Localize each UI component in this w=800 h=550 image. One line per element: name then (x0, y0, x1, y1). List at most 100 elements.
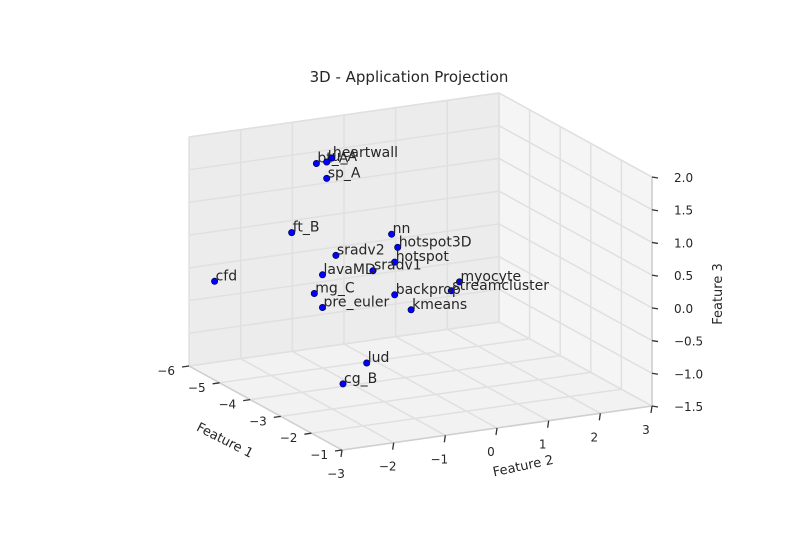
z-tick (651, 274, 659, 277)
z-tick (651, 307, 659, 310)
z-tick-label: −1.5 (674, 400, 703, 414)
point-label: mg_C (315, 281, 355, 297)
x-tick (181, 365, 190, 368)
pane-edge (188, 92, 500, 138)
z-tick-label: 0.5 (674, 269, 693, 283)
point-label: sradv2 (337, 242, 385, 258)
grid-lines (188, 92, 653, 451)
y-grid-line (240, 358, 395, 444)
data-point (318, 271, 326, 279)
x-tick (212, 382, 220, 385)
x-tick (334, 449, 343, 452)
data-points: bt_Alu_Aheartwallsp_Aft_Bnnhotspot3Dsrad… (211, 145, 549, 388)
z-tick-label: 1.5 (674, 204, 693, 218)
y-tick (547, 420, 550, 428)
point-label: heartwall (333, 145, 398, 161)
data-point (394, 243, 402, 251)
z-tick-label: −1.0 (674, 367, 703, 381)
point-label: kmeans (412, 297, 467, 313)
x-tick (304, 432, 312, 435)
z-tick (651, 241, 659, 245)
data-point (447, 287, 455, 295)
data-point (339, 380, 347, 388)
z-grid-line (498, 255, 653, 342)
x-tick (273, 415, 281, 419)
data-point (407, 306, 415, 314)
y-tick (392, 442, 395, 450)
data-point (310, 289, 318, 297)
point-label: pre_euler (324, 295, 390, 311)
point-label: hotspot (396, 249, 450, 265)
chart-title: 3D - Application Projection (310, 68, 509, 86)
z-grid-line (188, 255, 500, 302)
y-tick (495, 427, 498, 436)
pane-edge (498, 92, 653, 178)
point-label: streamcluster (452, 278, 549, 294)
z-grid-line (188, 288, 500, 335)
point-label: ft_B (293, 220, 320, 236)
point-label: lud (368, 350, 390, 366)
x-tick-label: −3 (249, 414, 267, 428)
z-grid-line (498, 157, 653, 244)
z-grid-line (188, 321, 500, 367)
y-tick-label: 0 (487, 445, 495, 459)
z-grid-line (498, 190, 653, 276)
y-tick (650, 405, 653, 414)
x-tick-label: −6 (157, 364, 175, 378)
x-axis-line (188, 365, 343, 451)
y-tick-label: 1 (539, 438, 547, 452)
x-tick-label: −5 (188, 381, 206, 395)
z-grid-line (498, 125, 653, 211)
y-tick-label: 2 (591, 430, 599, 444)
z-grid-line (188, 157, 500, 204)
data-point (318, 303, 326, 311)
x-tick-label: −4 (218, 398, 236, 412)
y-tick-label: −1 (430, 452, 448, 466)
data-point (363, 359, 371, 367)
point-label: lu_A (328, 149, 358, 165)
data-point (388, 230, 396, 238)
data-point (369, 267, 377, 275)
y-axis-label: Feature 2 (492, 453, 555, 480)
data-point (323, 158, 331, 166)
z-tick-label: −0.5 (674, 335, 703, 349)
z-tick-label: 1.0 (674, 236, 693, 250)
point-label: hotspot3D (399, 234, 472, 250)
data-point (332, 251, 340, 259)
data-point (312, 160, 320, 168)
z-tick-label: 2.0 (674, 171, 693, 185)
z-tick (651, 176, 659, 179)
x-axis-label: Feature 1 (194, 420, 256, 461)
y-grid-line (291, 350, 446, 436)
z-grid-line (188, 223, 500, 269)
point-label: sp_A (328, 165, 361, 181)
z-grid-line (188, 124, 500, 171)
z-tick (651, 339, 659, 343)
data-point (211, 277, 219, 285)
data-point (328, 154, 336, 162)
point-label: cfd (216, 268, 238, 284)
y-tick (598, 413, 601, 421)
point-label: nn (393, 221, 411, 237)
z-tick (651, 405, 659, 408)
y-tick (340, 449, 343, 458)
point-label: myocyte (461, 269, 522, 285)
tick-marks: −6 −5 −4 −3 −2 −1 −3 −2 −1 0 1 2 3 −1.5 −1.0 −0.5 0.0 0.5… (157, 171, 703, 481)
point-label: backprop (396, 282, 461, 298)
y-grid-line (395, 336, 550, 422)
y-tick-label: −3 (327, 467, 345, 481)
z-tick (651, 372, 659, 375)
z-grid-line (188, 190, 500, 236)
y-grid-line (343, 343, 498, 429)
point-label: cg_B (344, 371, 377, 387)
x-tick (243, 398, 251, 402)
z-tick-label: 0.0 (674, 302, 693, 316)
x-tick-label: −2 (280, 431, 298, 445)
data-point (323, 174, 331, 182)
point-label: sradv1 (374, 258, 422, 274)
data-point (391, 258, 399, 266)
z-tick (651, 209, 659, 212)
z-axis-label: Feature 3 (711, 263, 726, 325)
y-tick (443, 435, 446, 443)
